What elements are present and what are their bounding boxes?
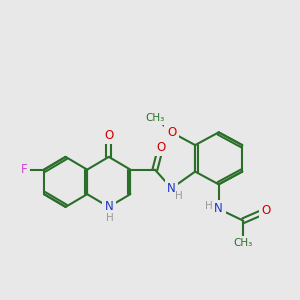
Text: H: H: [106, 213, 114, 223]
Text: O: O: [104, 129, 113, 142]
Text: N: N: [104, 200, 113, 213]
Text: CH₃: CH₃: [234, 238, 253, 248]
Text: N: N: [167, 182, 176, 195]
Text: N: N: [214, 202, 223, 215]
Text: O: O: [261, 204, 270, 218]
Text: O: O: [156, 141, 165, 154]
Text: H: H: [205, 201, 213, 211]
Text: CH₃: CH₃: [145, 112, 164, 123]
Text: F: F: [21, 163, 28, 176]
Text: H: H: [175, 191, 182, 201]
Text: O: O: [167, 126, 176, 139]
